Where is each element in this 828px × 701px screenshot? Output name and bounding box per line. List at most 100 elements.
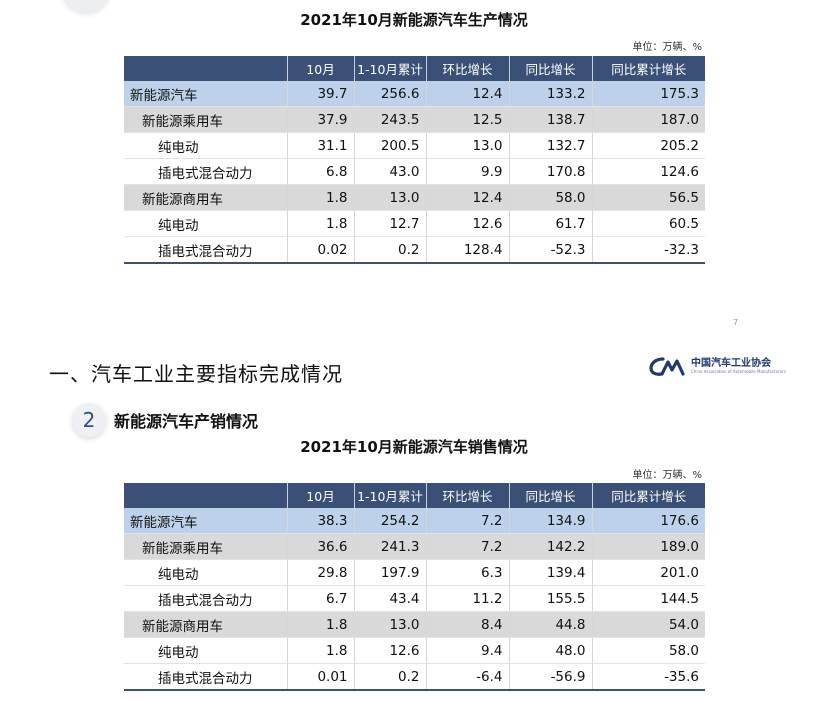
row-value-cell: 134.9 [508, 508, 592, 534]
table-row: 插电式混合动力 0.01 0.2 -6.4 -56.9 -35.6 [124, 663, 705, 691]
row-value-cell: 0.01 [286, 663, 354, 691]
sales-table: 10月 1-10月累计 环比增长 同比增长 同比累计增长 新能源汽车 38.3 254.2 7… [124, 483, 705, 691]
table-row: 新能源乘用车 36.6 241.3 7.2 142.2 189.0 [124, 533, 705, 560]
row-value-cell: 139.4 [508, 559, 592, 586]
row-value-cell: 200.5 [353, 132, 426, 159]
header-cell: 1-10月累计 [353, 56, 426, 81]
row-value-cell: 0.2 [353, 236, 426, 264]
row-value-cell: 12.4 [425, 184, 509, 211]
row-value-cell: -35.6 [591, 663, 705, 691]
row-category-label: 纯电动 [124, 637, 287, 664]
table-row: 新能源汽车 39.7 256.6 12.4 133.2 175.3 [124, 81, 705, 107]
row-category-label: 新能源汽车 [124, 81, 287, 107]
table-row: 新能源商用车 1.8 13.0 12.4 58.0 56.5 [124, 184, 705, 211]
row-value-cell: 1.8 [286, 184, 354, 211]
header-cell: 同比累计增长 [591, 56, 705, 81]
row-value-cell: 128.4 [425, 236, 509, 264]
row-value-cell: 38.3 [286, 508, 354, 534]
row-category-label: 纯电动 [124, 132, 287, 159]
row-value-cell: 187.0 [591, 106, 705, 133]
row-category-label: 新能源商用车 [124, 611, 287, 638]
row-value-cell: -32.3 [591, 236, 705, 264]
row-value-cell: 56.5 [591, 184, 705, 211]
row-category-label: 插电式混合动力 [124, 236, 287, 264]
header-cell-category [124, 56, 287, 81]
row-value-cell: 6.8 [286, 158, 354, 185]
row-value-cell: 54.0 [591, 611, 705, 638]
row-category-label: 新能源乘用车 [124, 533, 287, 560]
page-number: 7 [733, 318, 739, 327]
row-value-cell: -52.3 [508, 236, 592, 264]
table-header-row: 10月 1-10月累计 环比增长 同比增长 同比累计增长 [124, 56, 705, 81]
row-value-cell: 124.6 [591, 158, 705, 185]
row-value-cell: 12.7 [353, 210, 426, 237]
row-value-cell: 1.8 [286, 637, 354, 664]
table-row: 新能源汽车 38.3 254.2 7.2 134.9 176.6 [124, 508, 705, 534]
row-value-cell: 12.4 [425, 81, 509, 107]
header-cell-category [124, 483, 287, 508]
row-value-cell: 9.9 [425, 158, 509, 185]
sales-unit-label: 单位：万辆、% [632, 470, 702, 481]
row-value-cell: 12.5 [425, 106, 509, 133]
subsection-number-badge: 2 [72, 403, 106, 437]
row-value-cell: 31.1 [286, 132, 354, 159]
row-value-cell: 1.8 [286, 611, 354, 638]
row-value-cell: 36.6 [286, 533, 354, 560]
row-value-cell: 44.8 [508, 611, 592, 638]
sales-table-title: 2021年10月新能源汽车销售情况 [300, 438, 528, 456]
row-value-cell: 12.6 [353, 637, 426, 664]
row-value-cell: 201.0 [591, 559, 705, 586]
row-value-cell: 197.9 [353, 559, 426, 586]
table-row: 纯电动 31.1 200.5 13.0 132.7 205.2 [124, 132, 705, 159]
row-value-cell: 39.7 [286, 81, 354, 107]
table-row: 插电式混合动力 6.8 43.0 9.9 170.8 124.6 [124, 158, 705, 185]
row-value-cell: 8.4 [425, 611, 509, 638]
table-row: 新能源乘用车 37.9 243.5 12.5 138.7 187.0 [124, 106, 705, 133]
row-category-label: 新能源乘用车 [124, 106, 287, 133]
row-category-label: 插电式混合动力 [124, 663, 287, 691]
row-value-cell: 58.0 [508, 184, 592, 211]
row-value-cell: 7.2 [425, 508, 509, 534]
row-value-cell: 241.3 [353, 533, 426, 560]
row-value-cell: 0.02 [286, 236, 354, 264]
row-value-cell: 43.0 [353, 158, 426, 185]
row-value-cell: 12.6 [425, 210, 509, 237]
table-row: 纯电动 1.8 12.6 9.4 48.0 58.0 [124, 637, 705, 664]
logo-name-en: China Association of Automobile Manufact… [691, 368, 786, 374]
row-value-cell: 61.7 [508, 210, 592, 237]
row-value-cell: 132.7 [508, 132, 592, 159]
row-category-label: 插电式混合动力 [124, 158, 287, 185]
table-header-row: 10月 1-10月累计 环比增长 同比增长 同比累计增长 [124, 483, 705, 508]
header-cell: 1-10月累计 [353, 483, 426, 508]
row-value-cell: 11.2 [425, 585, 509, 612]
header-cell: 环比增长 [425, 483, 509, 508]
section-heading: 一、汽车工业主要指标完成情况 [49, 362, 343, 386]
table-row: 纯电动 29.8 197.9 6.3 139.4 201.0 [124, 559, 705, 586]
caam-logo-mark-icon [649, 357, 685, 376]
table-row: 新能源商用车 1.8 13.0 8.4 44.8 54.0 [124, 611, 705, 638]
row-category-label: 插电式混合动力 [124, 585, 287, 612]
header-cell: 同比增长 [508, 56, 592, 81]
row-value-cell: 176.6 [591, 508, 705, 534]
row-value-cell: 144.5 [591, 585, 705, 612]
row-value-cell: 142.2 [508, 533, 592, 560]
row-value-cell: 138.7 [508, 106, 592, 133]
row-value-cell: 43.4 [353, 585, 426, 612]
subsection-title: 新能源汽车产销情况 [114, 412, 259, 431]
table-row: 纯电动 1.8 12.7 12.6 61.7 60.5 [124, 210, 705, 237]
row-value-cell: 13.0 [425, 132, 509, 159]
row-category-label: 纯电动 [124, 210, 287, 237]
row-value-cell: 9.4 [425, 637, 509, 664]
header-cell: 10月 [286, 483, 354, 508]
production-unit-label: 单位：万辆、% [632, 42, 702, 53]
row-value-cell: 0.2 [353, 663, 426, 691]
row-value-cell: 60.5 [591, 210, 705, 237]
row-value-cell: 29.8 [286, 559, 354, 586]
row-value-cell: 48.0 [508, 637, 592, 664]
table-row: 插电式混合动力 6.7 43.4 11.2 155.5 144.5 [124, 585, 705, 612]
row-category-label: 纯电动 [124, 559, 287, 586]
row-value-cell: 170.8 [508, 158, 592, 185]
logo-name-cn: 中国汽车工业协会 [691, 357, 771, 369]
table-row: 插电式混合动力 0.02 0.2 128.4 -52.3 -32.3 [124, 236, 705, 264]
row-value-cell: -6.4 [425, 663, 509, 691]
